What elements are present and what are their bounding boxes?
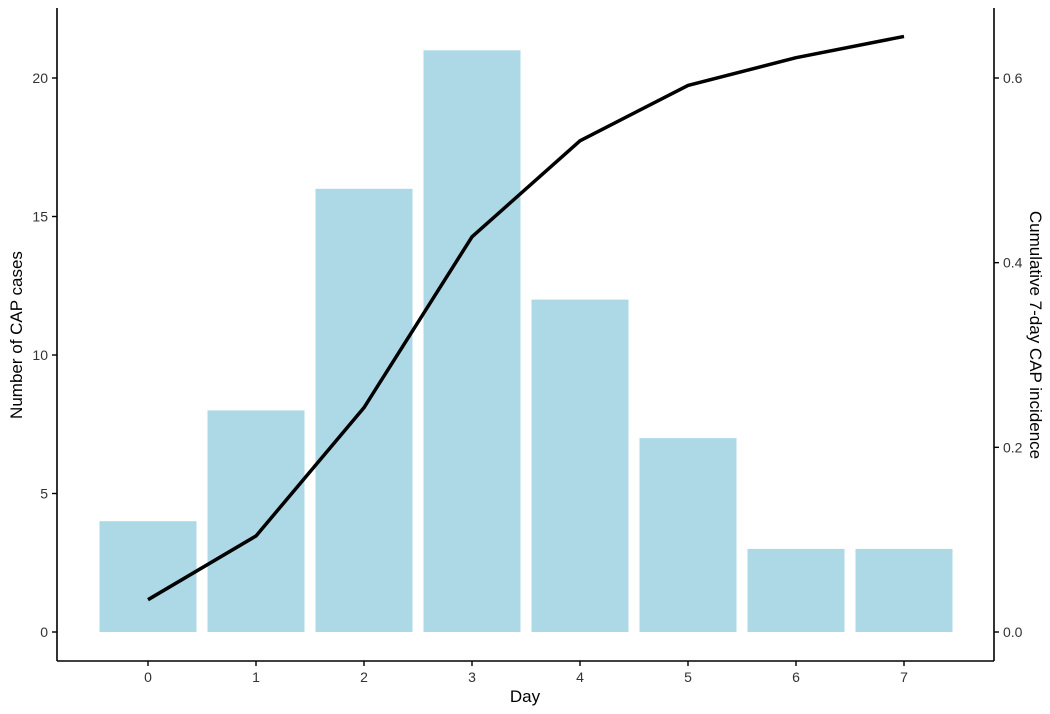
x-tick-label: 4 <box>576 669 584 685</box>
y2-tick-label: 0.6 <box>1003 70 1023 86</box>
x-axis-ticks: 0 1 2 3 4 5 6 7 <box>144 661 908 685</box>
y2-axis-title: Cumulative 7-day CAP incidence <box>1026 211 1045 459</box>
y-tick-label: 15 <box>32 209 48 225</box>
bar-day-0 <box>99 521 197 632</box>
y-tick-label: 5 <box>40 486 48 502</box>
bar-day-7 <box>855 548 953 632</box>
y2-tick-label: 0.0 <box>1003 624 1023 640</box>
x-axis-title: Day <box>510 687 541 706</box>
x-tick-label: 1 <box>252 669 260 685</box>
bar-day-3 <box>423 50 521 633</box>
bar-day-5 <box>639 438 737 632</box>
y-tick-label: 20 <box>32 70 48 86</box>
bar-day-1 <box>207 410 305 632</box>
x-tick-label: 5 <box>684 669 692 685</box>
y-tick-label: 10 <box>32 347 48 363</box>
y2-tick-label: 0.2 <box>1003 439 1023 455</box>
x-tick-label: 6 <box>792 669 800 685</box>
y-tick-label: 0 <box>40 624 48 640</box>
line-series <box>147 34 905 602</box>
x-tick-label: 7 <box>900 669 908 685</box>
x-tick-label: 0 <box>144 669 152 685</box>
bar-day-6 <box>747 548 845 632</box>
bar-day-2 <box>315 188 413 633</box>
y-axis-title: Number of CAP cases <box>7 251 26 419</box>
y2-tick-label: 0.4 <box>1003 255 1023 271</box>
right-axis-ticks: 0.0 0.2 0.4 0.6 <box>994 70 1023 640</box>
bar-series <box>99 50 953 633</box>
x-tick-label: 3 <box>468 669 476 685</box>
left-axis-ticks: 0 5 10 15 20 <box>32 70 57 640</box>
bar-day-4 <box>531 299 629 632</box>
cumulative-incidence-line <box>147 34 905 602</box>
x-tick-label: 2 <box>360 669 368 685</box>
